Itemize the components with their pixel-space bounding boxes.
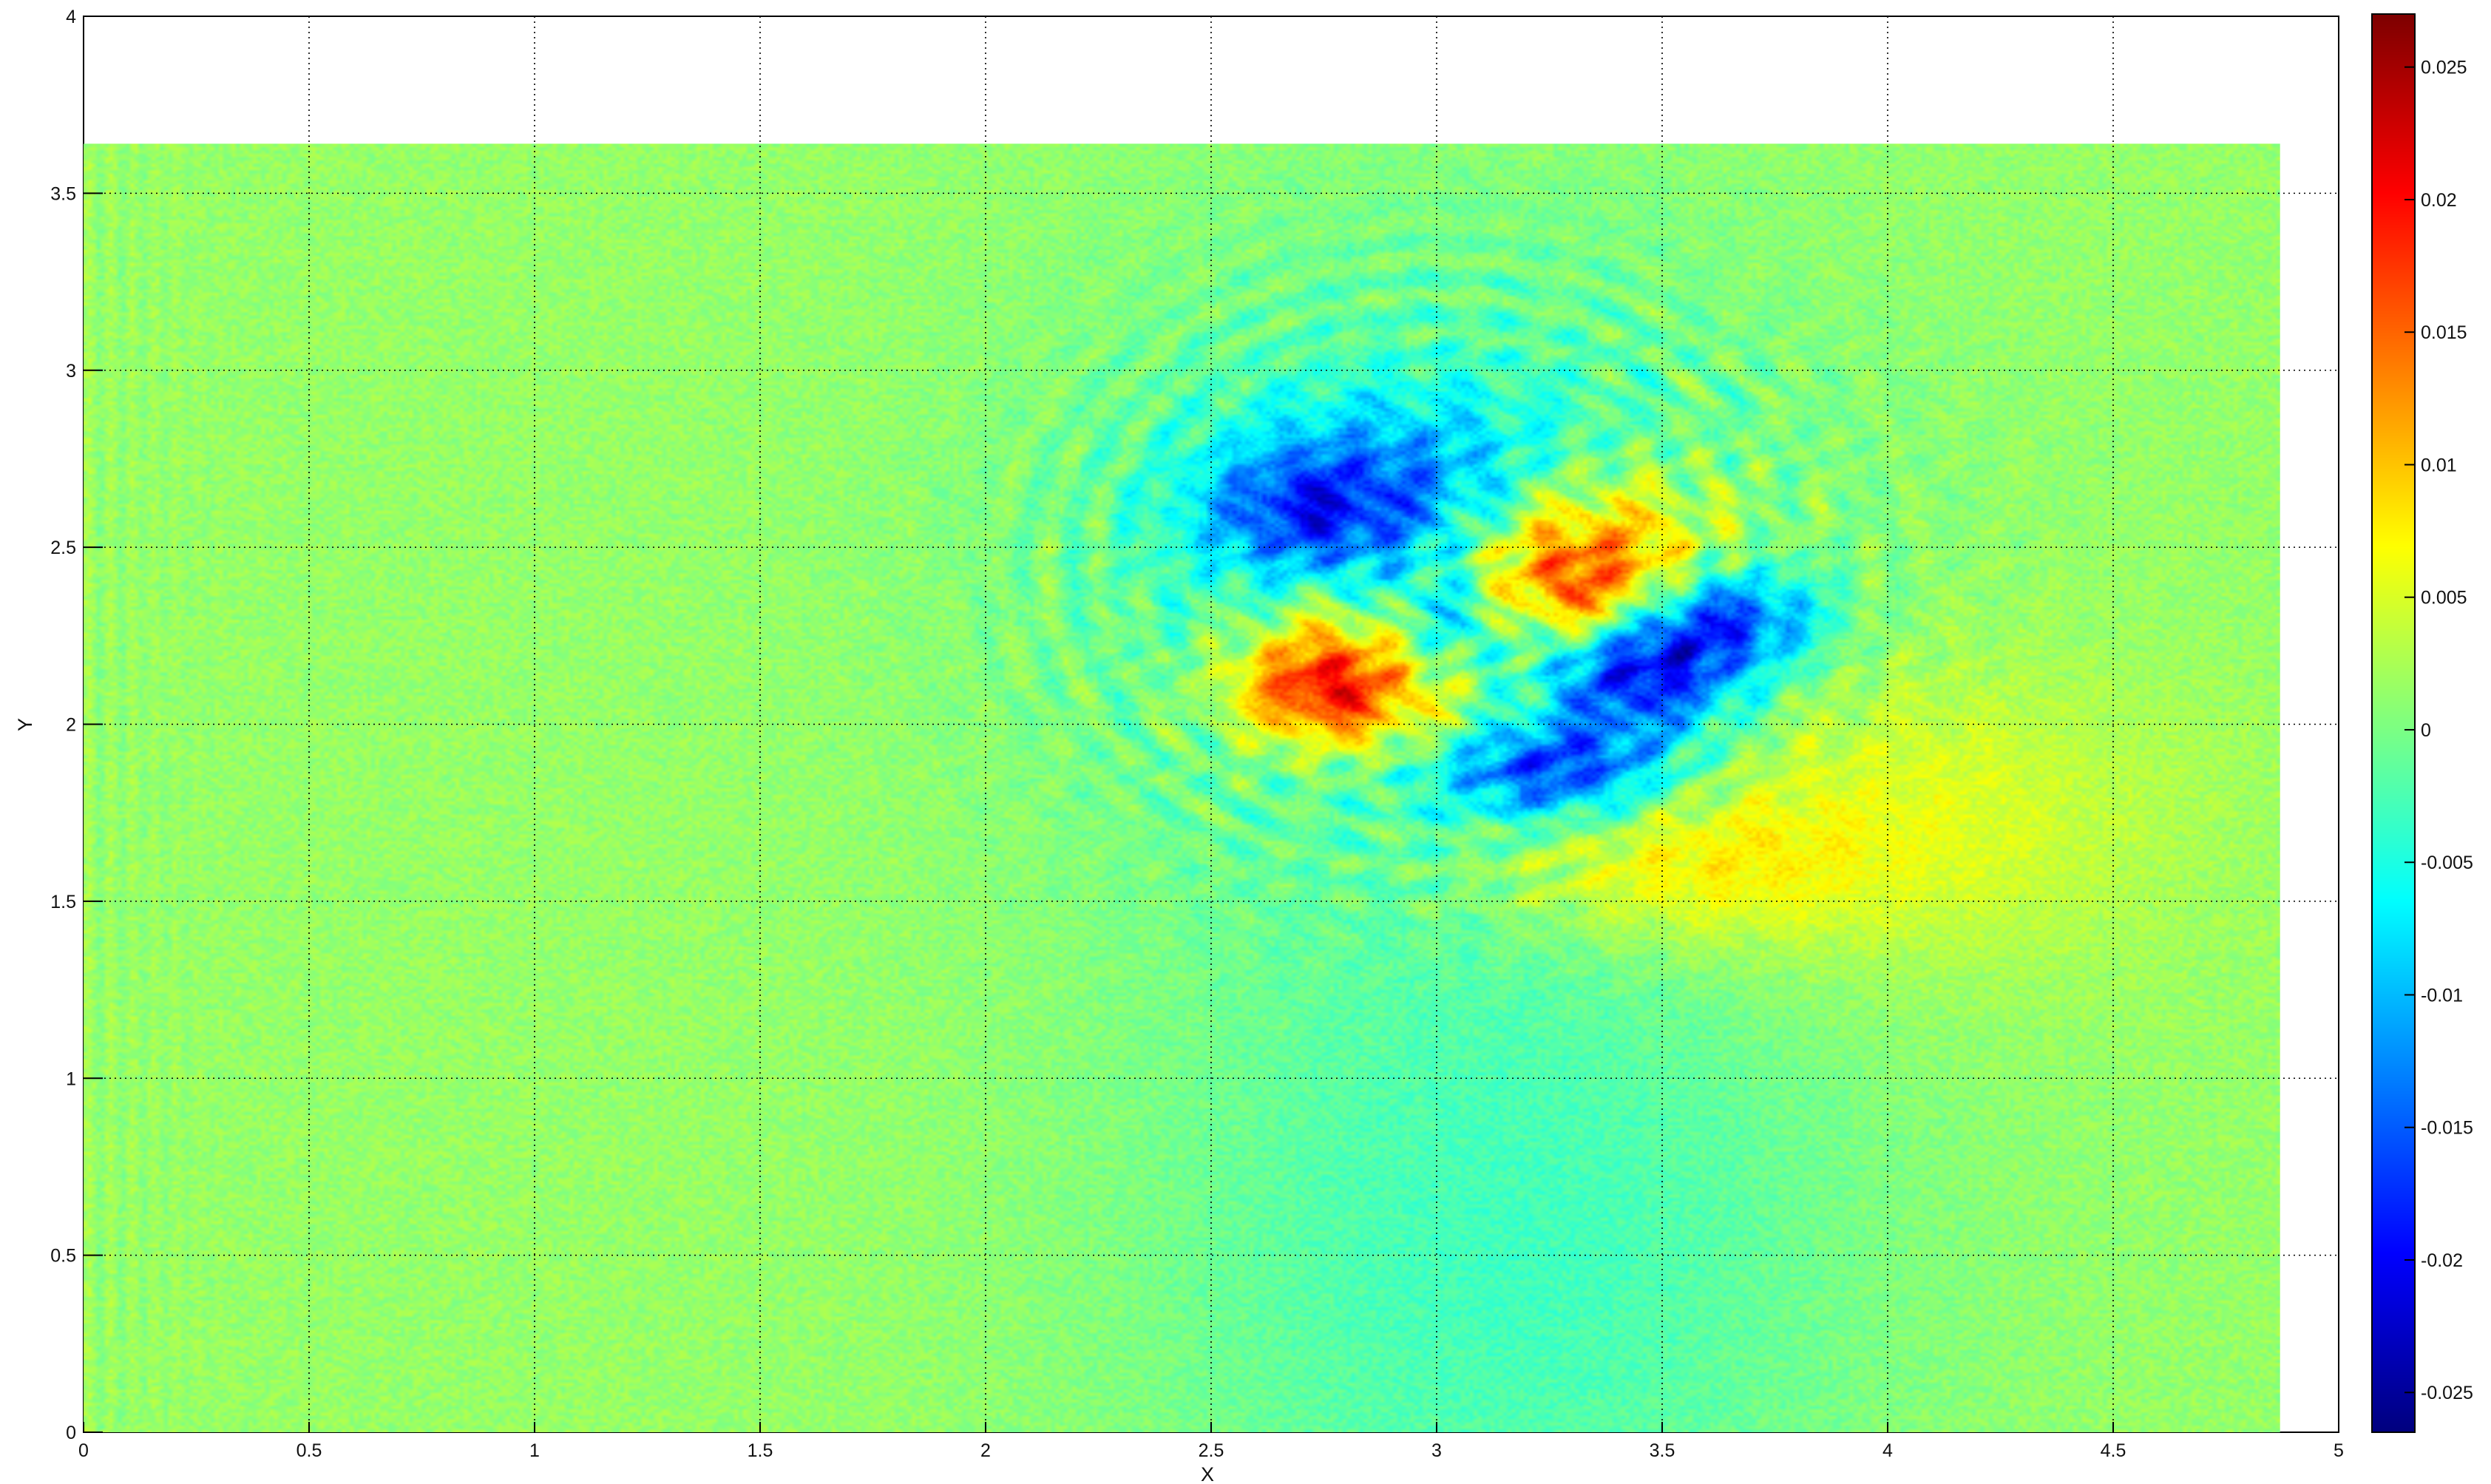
y-axis: 0 0.5 1 1.5 2 2.5 3 3.5 4 [50, 7, 103, 1443]
y-tick-label: 1 [66, 1068, 76, 1089]
x-tick-label: 5 [2334, 1440, 2344, 1461]
colorbar-tick-label: 0.02 [2421, 190, 2457, 211]
colorbar-frame [2371, 13, 2416, 1433]
colorbar-gradient [2372, 14, 2415, 1432]
heatmap-image [84, 143, 2280, 1433]
x-tick-label: 2 [980, 1440, 991, 1461]
x-tick-label: 2.5 [1199, 1440, 1224, 1461]
x-tick-label: 1.5 [748, 1440, 773, 1461]
x-tick-label: 3 [1431, 1440, 1442, 1461]
colorbar-tick-label: -0.025 [2421, 1383, 2473, 1403]
x-axis: 0 0.5 1 1.5 2 2.5 3 3.5 4 4.5 5 [78, 1422, 2344, 1461]
colorbar-tick-label: 0.025 [2421, 58, 2467, 78]
colorbar-tick-label: -0.005 [2421, 853, 2473, 873]
x-axis-label: X [1201, 1463, 1214, 1484]
grid-lines [84, 16, 2339, 1432]
y-axis-label: Y [14, 718, 36, 731]
y-tick-label: 3.5 [50, 183, 76, 204]
colorbar-tick-label: -0.01 [2421, 985, 2463, 1006]
y-tick-label: 1.5 [50, 892, 76, 912]
x-tick-label: 1 [529, 1440, 540, 1461]
y-tick-label: 3 [66, 361, 76, 382]
colorbar-tick-label: 0.015 [2421, 322, 2467, 343]
x-tick-label: 4 [1882, 1440, 1893, 1461]
x-tick-label: 3.5 [1650, 1440, 1675, 1461]
y-tick-label: 2.5 [50, 538, 76, 558]
y-tick-label: 4 [66, 7, 76, 27]
x-tick-label: 0 [78, 1440, 89, 1461]
x-tick-label: 4.5 [2101, 1440, 2126, 1461]
y-tick-label: 2 [66, 715, 76, 736]
x-tick-label: 0.5 [296, 1440, 322, 1461]
colorbar-tick-label: -0.015 [2421, 1118, 2473, 1139]
colorbar-tick-label: 0.005 [2421, 588, 2467, 609]
colorbar-tick-label: -0.02 [2421, 1250, 2463, 1271]
y-tick-label: 0 [66, 1423, 76, 1443]
colorbar-tick-label: 0.01 [2421, 455, 2457, 475]
colorbar-tick-label: 0 [2421, 720, 2431, 741]
colorbar-axis: 0.025 0.02 0.015 0.01 0.005 0 -0.005 -0.01 -0.01… [2404, 58, 2473, 1403]
y-tick-label: 0.5 [50, 1246, 76, 1267]
